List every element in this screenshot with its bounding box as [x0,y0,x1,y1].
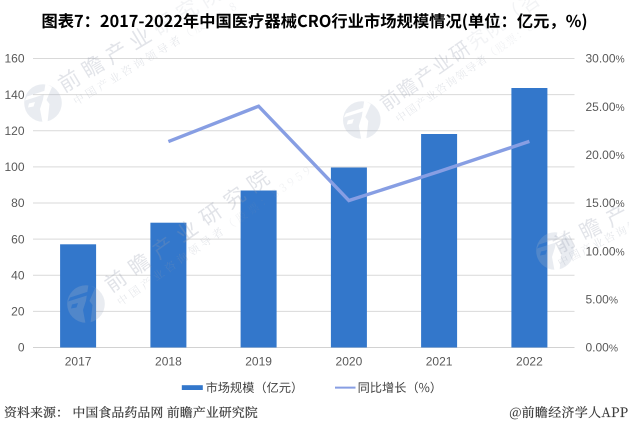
svg-text:100: 100 [4,160,24,174]
svg-text:60: 60 [11,232,25,246]
svg-text:2021: 2021 [426,355,453,369]
svg-text:80: 80 [11,196,25,210]
svg-text:0: 0 [18,341,25,355]
svg-text:2022: 2022 [516,355,543,369]
svg-text:140: 140 [4,88,24,102]
svg-text:120: 120 [4,124,24,138]
svg-text:20.00%: 20.00% [586,148,625,162]
svg-text:2018: 2018 [155,355,182,369]
svg-text:40: 40 [11,268,25,282]
svg-text:20: 20 [11,305,25,319]
svg-text:160: 160 [4,52,24,66]
svg-text:0.00%: 0.00% [586,341,619,355]
svg-text:2020: 2020 [336,355,363,369]
svg-text:15.00%: 15.00% [586,196,625,210]
svg-text:30.00%: 30.00% [586,52,625,66]
svg-text:5.00%: 5.00% [586,293,619,307]
svg-text:25.00%: 25.00% [586,100,625,114]
svg-text:2017: 2017 [65,355,92,369]
svg-text:2019: 2019 [245,355,272,369]
svg-text:10.00%: 10.00% [586,244,625,258]
